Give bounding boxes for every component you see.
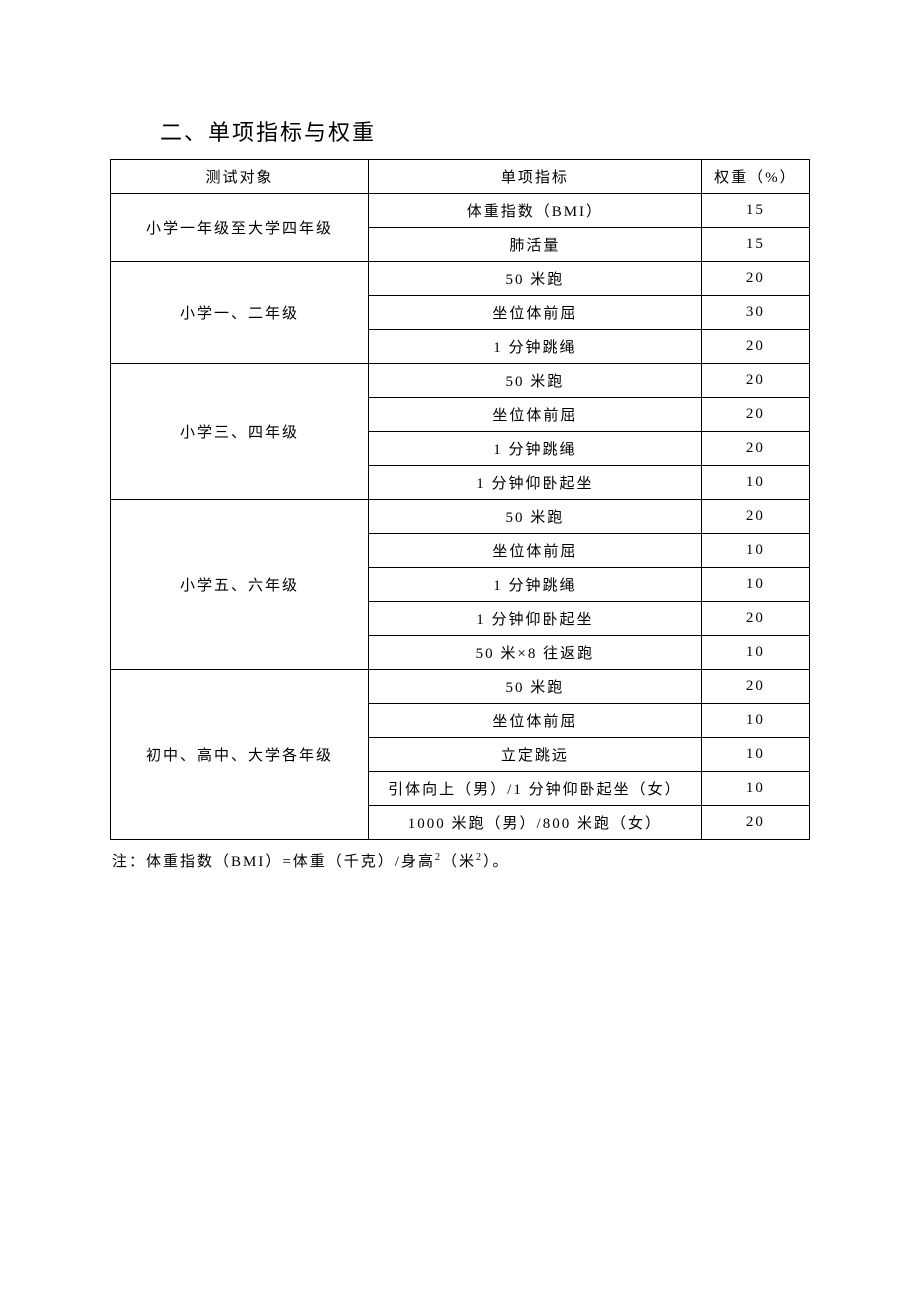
- indicator-cell: 50 米跑: [368, 670, 701, 704]
- indicator-cell: 立定跳远: [368, 738, 701, 772]
- indicator-cell: 50 米×8 往返跑: [368, 636, 701, 670]
- subject-cell: 小学一年级至大学四年级: [111, 194, 369, 262]
- table-row: 小学一年级至大学四年级 体重指数（BMI） 15: [111, 194, 810, 228]
- footnote-superscript: 2: [435, 852, 442, 863]
- footnote-text-mid: （米: [442, 854, 476, 870]
- footnote-text-suffix: ）。: [483, 854, 510, 870]
- table-body: 小学一年级至大学四年级 体重指数（BMI） 15 肺活量 15 小学一、二年级 …: [111, 194, 810, 840]
- weight-cell: 20: [701, 500, 809, 534]
- weight-cell: 15: [701, 194, 809, 228]
- weight-cell: 20: [701, 262, 809, 296]
- footnote-text-prefix: 注：体重指数（BMI）=体重（千克）/身高: [112, 854, 435, 870]
- weight-cell: 20: [701, 806, 809, 840]
- indicator-cell: 1 分钟跳绳: [368, 330, 701, 364]
- weight-cell: 10: [701, 704, 809, 738]
- indicator-cell: 1 分钟仰卧起坐: [368, 602, 701, 636]
- indicator-weight-table: 测试对象 单项指标 权重（%） 小学一年级至大学四年级 体重指数（BMI） 15…: [110, 159, 810, 840]
- weight-cell: 10: [701, 568, 809, 602]
- footnote: 注：体重指数（BMI）=体重（千克）/身高2（米2）。: [110, 850, 810, 871]
- subject-cell: 初中、高中、大学各年级: [111, 670, 369, 840]
- table-row: 小学一、二年级 50 米跑 20: [111, 262, 810, 296]
- weight-cell: 20: [701, 670, 809, 704]
- indicator-cell: 1 分钟跳绳: [368, 568, 701, 602]
- indicator-cell: 坐位体前屈: [368, 704, 701, 738]
- subject-cell: 小学一、二年级: [111, 262, 369, 364]
- indicator-cell: 50 米跑: [368, 262, 701, 296]
- weight-cell: 30: [701, 296, 809, 330]
- weight-cell: 20: [701, 602, 809, 636]
- weight-cell: 10: [701, 772, 809, 806]
- table-header-row: 测试对象 单项指标 权重（%）: [111, 160, 810, 194]
- indicator-cell: 肺活量: [368, 228, 701, 262]
- indicator-cell: 坐位体前屈: [368, 534, 701, 568]
- indicator-cell: 50 米跑: [368, 364, 701, 398]
- page-title: 二、单项指标与权重: [160, 115, 810, 147]
- weight-cell: 15: [701, 228, 809, 262]
- weight-cell: 10: [701, 466, 809, 500]
- weight-cell: 20: [701, 330, 809, 364]
- indicator-cell: 体重指数（BMI）: [368, 194, 701, 228]
- weight-cell: 20: [701, 398, 809, 432]
- weight-cell: 10: [701, 636, 809, 670]
- indicator-cell: 1000 米跑（男）/800 米跑（女）: [368, 806, 701, 840]
- header-subject: 测试对象: [111, 160, 369, 194]
- subject-cell: 小学五、六年级: [111, 500, 369, 670]
- subject-cell: 小学三、四年级: [111, 364, 369, 500]
- table-row: 初中、高中、大学各年级 50 米跑 20: [111, 670, 810, 704]
- indicator-cell: 坐位体前屈: [368, 398, 701, 432]
- weight-cell: 10: [701, 738, 809, 772]
- indicator-cell: 引体向上（男）/1 分钟仰卧起坐（女）: [368, 772, 701, 806]
- header-weight: 权重（%）: [701, 160, 809, 194]
- table-row: 小学三、四年级 50 米跑 20: [111, 364, 810, 398]
- weight-cell: 10: [701, 534, 809, 568]
- indicator-cell: 50 米跑: [368, 500, 701, 534]
- weight-cell: 20: [701, 432, 809, 466]
- indicator-cell: 坐位体前屈: [368, 296, 701, 330]
- indicator-cell: 1 分钟跳绳: [368, 432, 701, 466]
- footnote-superscript: 2: [476, 852, 483, 863]
- indicator-cell: 1 分钟仰卧起坐: [368, 466, 701, 500]
- weight-cell: 20: [701, 364, 809, 398]
- table-row: 小学五、六年级 50 米跑 20: [111, 500, 810, 534]
- header-indicator: 单项指标: [368, 160, 701, 194]
